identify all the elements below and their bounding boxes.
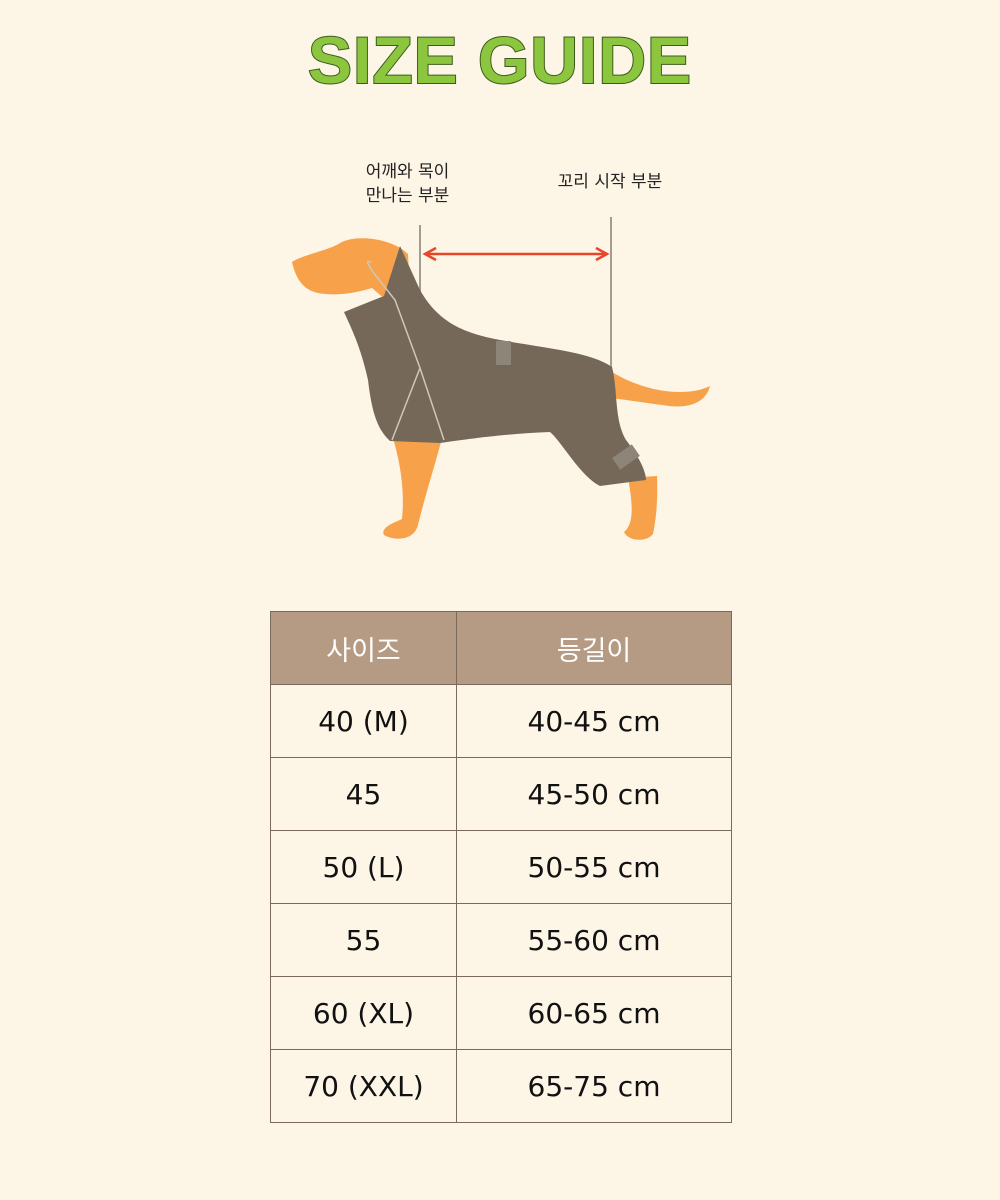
- cell-size: 60 (XL): [270, 976, 457, 1050]
- table-row: 55 55-60 cm: [270, 903, 732, 977]
- back-strap: [496, 341, 511, 365]
- label-tail-start: 꼬리 시작 부분: [557, 172, 663, 192]
- cell-back-length: 55-60 cm: [456, 903, 732, 977]
- dog-coat: [344, 246, 646, 486]
- table-row: 70 (XXL) 65-75 cm: [270, 1049, 732, 1123]
- leg-strap: [612, 444, 640, 470]
- dog-back-leg: [624, 476, 658, 540]
- table-header-row: 사이즈 등길이: [270, 611, 732, 685]
- table-row: 50 (L) 50-55 cm: [270, 830, 732, 904]
- label-line: 만나는 부분: [365, 186, 450, 206]
- cell-size: 45: [270, 757, 457, 831]
- back-length-arrow: [422, 246, 610, 262]
- cell-size: 50 (L): [270, 830, 457, 904]
- label-shoulder-neck: 어깨와 목이 만나는 부분: [340, 160, 475, 208]
- dog-head: [292, 238, 410, 300]
- cell-size: 40 (M): [270, 684, 457, 758]
- harness-line: [366, 260, 445, 441]
- page-title: SIZE GUIDE: [307, 22, 693, 98]
- cell-back-length: 50-55 cm: [456, 830, 732, 904]
- dog-tail: [612, 372, 710, 407]
- dog-front-leg: [383, 438, 442, 539]
- table-row: 60 (XL) 60-65 cm: [270, 976, 732, 1050]
- header-back-length: 등길이: [456, 611, 732, 685]
- table-row: 45 45-50 cm: [270, 757, 732, 831]
- cell-back-length: 60-65 cm: [456, 976, 732, 1050]
- cell-back-length: 45-50 cm: [456, 757, 732, 831]
- label-line: 어깨와 목이: [365, 162, 450, 182]
- cell-size: 55: [270, 903, 457, 977]
- cell-back-length: 65-75 cm: [456, 1049, 732, 1123]
- header-size: 사이즈: [270, 611, 457, 685]
- cell-size: 70 (XXL): [270, 1049, 457, 1123]
- dog-illustration: [292, 217, 710, 540]
- cell-back-length: 40-45 cm: [456, 684, 732, 758]
- table-row: 40 (M) 40-45 cm: [270, 684, 732, 758]
- size-table: 사이즈 등길이 40 (M) 40-45 cm 45 45-50 cm 50 (L)…: [270, 611, 732, 1123]
